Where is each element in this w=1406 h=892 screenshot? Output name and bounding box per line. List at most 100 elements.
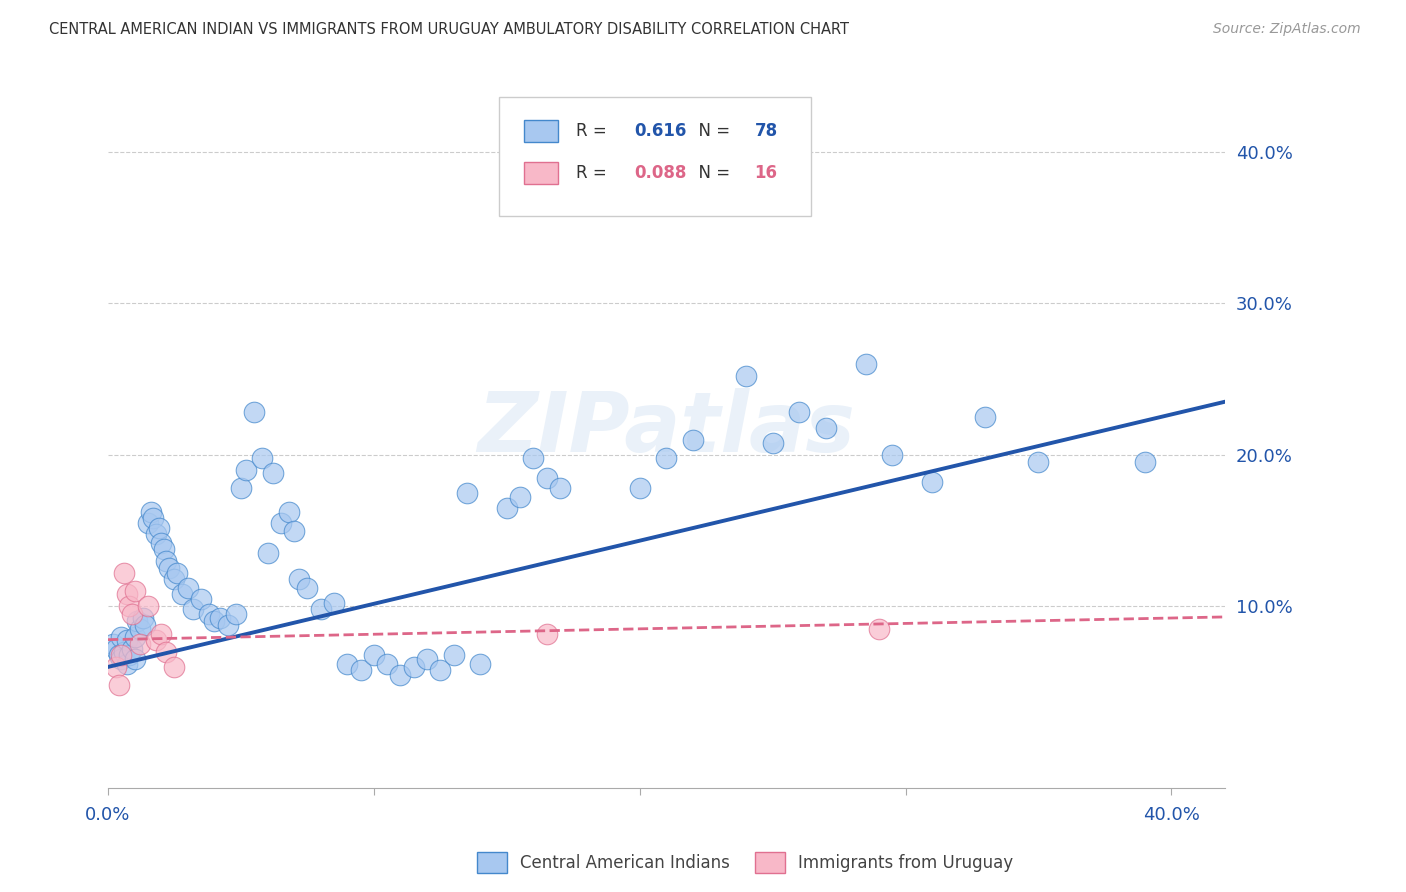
Point [682, 433, 704, 447]
Point [190, 591, 212, 606]
Point [509, 490, 531, 504]
Text: 16: 16 [755, 164, 778, 182]
Point [150, 535, 173, 549]
Point [115, 657, 138, 671]
Point [229, 481, 252, 495]
Point [136, 516, 159, 530]
Point [110, 648, 132, 662]
Point [202, 615, 225, 629]
Point [157, 561, 180, 575]
Text: ZIPatlas: ZIPatlas [478, 388, 855, 469]
Text: 78: 78 [755, 122, 778, 140]
Legend: Central American Indians, Immigrants from Uruguay: Central American Indians, Immigrants fro… [470, 846, 1021, 880]
Text: R =: R = [576, 164, 612, 182]
Point [104, 641, 127, 656]
Point [262, 466, 284, 480]
Point [128, 622, 150, 636]
Point [112, 566, 135, 580]
Point [855, 357, 877, 371]
Point [536, 626, 558, 640]
Point [142, 511, 165, 525]
Point [145, 632, 167, 647]
Point [628, 481, 651, 495]
Point [456, 485, 478, 500]
Point [283, 524, 305, 538]
Point [787, 405, 810, 419]
Point [1028, 455, 1050, 469]
Point [118, 599, 141, 614]
Point [155, 554, 177, 568]
Point [762, 435, 785, 450]
Text: CENTRAL AMERICAN INDIAN VS IMMIGRANTS FROM URUGUAY AMBULATORY DISABILITY CORRELA: CENTRAL AMERICAN INDIAN VS IMMIGRANTS FR… [49, 22, 849, 37]
Point [145, 526, 167, 541]
Point [153, 541, 176, 556]
Point [139, 505, 162, 519]
Point [217, 617, 239, 632]
Point [375, 657, 398, 671]
Point [208, 611, 231, 625]
Point [112, 645, 135, 659]
Point [172, 587, 194, 601]
Point [336, 657, 359, 671]
Point [270, 516, 292, 530]
Point [522, 450, 544, 465]
Point [104, 660, 127, 674]
Point [363, 648, 385, 662]
Point [297, 581, 319, 595]
Point [225, 607, 247, 621]
Point [110, 652, 132, 666]
Point [163, 572, 186, 586]
Point [256, 546, 278, 560]
Point [389, 667, 412, 681]
Text: 40.0%: 40.0% [1143, 806, 1199, 824]
Point [309, 602, 332, 616]
Point [243, 405, 266, 419]
Point [814, 420, 837, 434]
Point [121, 641, 143, 656]
Point [868, 622, 890, 636]
Point [166, 566, 188, 580]
Point [349, 663, 371, 677]
Point [402, 660, 425, 674]
Text: Source: ZipAtlas.com: Source: ZipAtlas.com [1213, 22, 1361, 37]
Text: R =: R = [576, 122, 612, 140]
Point [882, 448, 904, 462]
Point [277, 505, 299, 519]
Point [250, 450, 273, 465]
Text: 0.088: 0.088 [634, 164, 686, 182]
Point [131, 611, 153, 625]
Text: 0.0%: 0.0% [86, 806, 131, 824]
Point [155, 645, 177, 659]
Point [124, 584, 146, 599]
Point [124, 652, 146, 666]
Point [110, 630, 132, 644]
Point [107, 678, 129, 692]
Point [495, 500, 517, 515]
Point [115, 632, 138, 647]
Point [124, 630, 146, 644]
Point [107, 648, 129, 662]
Point [235, 463, 257, 477]
Point [974, 409, 997, 424]
Point [177, 581, 200, 595]
Point [735, 369, 758, 384]
Point [150, 626, 173, 640]
Text: 0.616: 0.616 [634, 122, 686, 140]
Point [443, 648, 465, 662]
Point [655, 450, 678, 465]
Text: N =: N = [688, 164, 735, 182]
FancyBboxPatch shape [524, 162, 558, 184]
Point [134, 617, 156, 632]
Point [198, 607, 221, 621]
Point [181, 602, 204, 616]
Text: N =: N = [688, 122, 735, 140]
Point [163, 660, 186, 674]
Point [1133, 455, 1156, 469]
Point [323, 596, 346, 610]
Point [121, 607, 143, 621]
Point [127, 615, 149, 629]
Point [115, 587, 138, 601]
Point [103, 637, 125, 651]
Point [288, 572, 311, 586]
Point [429, 663, 451, 677]
